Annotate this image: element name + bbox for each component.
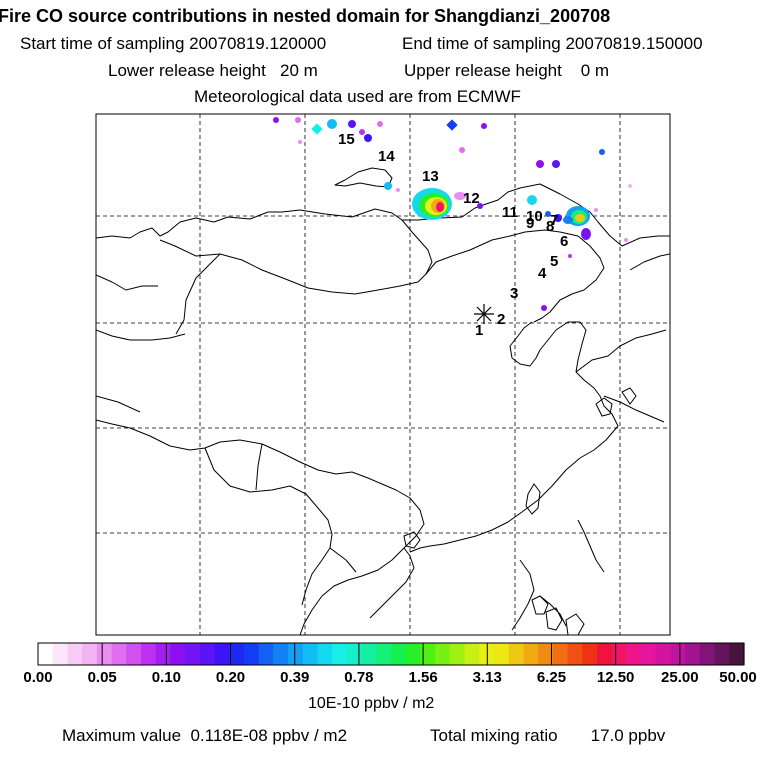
colorbar-tick-label: 1.56 (408, 669, 438, 686)
colorbar-swatch (670, 643, 686, 665)
trajectory-label: 13 (422, 168, 439, 185)
colorbar-swatch (685, 643, 701, 665)
start-time-text: Start time of sampling 20070819.120000 (20, 34, 327, 53)
colorbar-swatch (82, 643, 98, 665)
fire-contributions (273, 117, 632, 311)
map-title: Fire CO source contributions in nested d… (0, 6, 611, 26)
trajectory-label: 5 (550, 253, 558, 270)
colorbar-swatch (126, 643, 142, 665)
map-frame (95, 113, 671, 636)
colorbar-swatch (567, 643, 583, 665)
colorbar-swatch (596, 643, 613, 665)
colorbar-swatch (435, 643, 451, 665)
colorbar-swatch (67, 643, 83, 665)
colorbar-swatch (140, 643, 157, 665)
trajectory-label: 12 (463, 190, 480, 207)
lat-lon-grid (96, 114, 670, 635)
colorbar-swatch (214, 643, 230, 665)
colorbar-tick-label: 12.50 (596, 669, 635, 686)
colorbar-swatch (302, 643, 319, 665)
colorbar-swatch (464, 643, 480, 665)
colorbar-ticks (37, 643, 745, 665)
colorbar-swatch (52, 643, 69, 665)
colorbar-swatch (493, 643, 510, 665)
colorbar-swatch (391, 643, 407, 665)
colorbar-swatch (317, 643, 333, 665)
trajectory-label: 4 (538, 265, 547, 282)
colorbar-swatch (96, 643, 113, 665)
colorbar-tick-label: 0.78 (344, 669, 374, 686)
colorbar-tick-label: 0.20 (215, 669, 246, 686)
upper-release-text: Upper release height 0 m (404, 61, 610, 80)
colorbar-swatch (273, 643, 289, 665)
trajectory-label: 9 (526, 215, 534, 232)
colorbar-swatch (552, 643, 569, 665)
colorbar-swatch (611, 643, 627, 665)
colorbar-swatch (258, 643, 274, 665)
colorbar-swatch (376, 643, 392, 665)
colorbar-swatch (229, 643, 245, 665)
trajectory-label: 7 (550, 212, 558, 229)
trajectory-label: 8 (546, 218, 554, 235)
fire-plume-east (563, 206, 591, 240)
colorbar-swatch (582, 643, 598, 665)
trajectory-label: 15 (338, 131, 355, 148)
colorbar-swatch (111, 643, 127, 665)
colorbar-swatch (626, 643, 642, 665)
met-data-text: Meteorological data used are from ECMWF (194, 87, 521, 106)
colorbar-swatch (405, 643, 422, 665)
colorbar-swatch (729, 643, 745, 665)
colorbar-swatch (641, 643, 657, 665)
colorbar-swatch (361, 643, 377, 665)
colorbar-swatch (38, 643, 54, 665)
map-area (96, 114, 670, 635)
colorbar-swatch (655, 643, 672, 665)
trajectory-label: 11 (502, 204, 518, 221)
lower-release-text: Lower release height 20 m (108, 61, 318, 80)
colorbar-tick-label: 3.13 (472, 669, 502, 686)
colorbar-swatch (714, 643, 730, 665)
colorbar-swatch (155, 643, 171, 665)
total-mixing-ratio-text: Total mixing ratio 17.0 ppbv (430, 726, 666, 745)
receptor-star-marker (474, 304, 494, 324)
trajectory-label: 6 (560, 233, 568, 250)
maximum-value-text: Maximum value 0.118E-08 ppbv / m2 (62, 726, 348, 745)
colorbar-tick-label: 0.00 (23, 669, 53, 686)
colorbar-swatch (508, 643, 524, 665)
colorbar-swatch (420, 643, 436, 665)
colorbar-tick-label: 0.39 (280, 669, 310, 686)
colorbar-swatch (199, 643, 216, 665)
colorbar-swatch (332, 643, 348, 665)
colorbar-tick-label: 0.10 (151, 669, 181, 686)
islands (403, 387, 637, 635)
colorbar-swatch (538, 643, 554, 665)
end-time-text: End time of sampling 20070819.150000 (402, 34, 703, 53)
trajectory-label: 1 (475, 322, 483, 339)
trajectory-label: 10 (526, 208, 543, 225)
colorbar-swatch (288, 643, 304, 665)
colorbar-tick-label: 6.25 (536, 669, 567, 686)
colorbar-tick-label: 50.00 (719, 669, 757, 686)
trajectory-label: 2 (497, 311, 505, 328)
colorbar (38, 643, 745, 665)
trajectory-label: 3 (510, 285, 518, 302)
colorbar-swatch (699, 643, 716, 665)
colorbar-swatch (523, 643, 539, 665)
colorbar-tick-label: 0.05 (87, 669, 117, 686)
colorbar-swatch (449, 643, 466, 665)
fire-spots (273, 117, 632, 311)
colorbar-swatch (346, 643, 363, 665)
colorbar-swatch (185, 643, 201, 665)
colorbar-tick-label: 25.00 (661, 669, 699, 686)
fire-plume-13 (412, 188, 466, 220)
colorbar-swatch (170, 643, 186, 665)
trajectory-labels: 1 2 3 4 5 6 7 8 9 10 11 12 13 14 15 (338, 131, 568, 339)
trajectory-label: 14 (378, 148, 395, 165)
colorbar-units: 10E-10 ppbv / m2 (308, 695, 435, 712)
colorbar-swatch (243, 643, 260, 665)
